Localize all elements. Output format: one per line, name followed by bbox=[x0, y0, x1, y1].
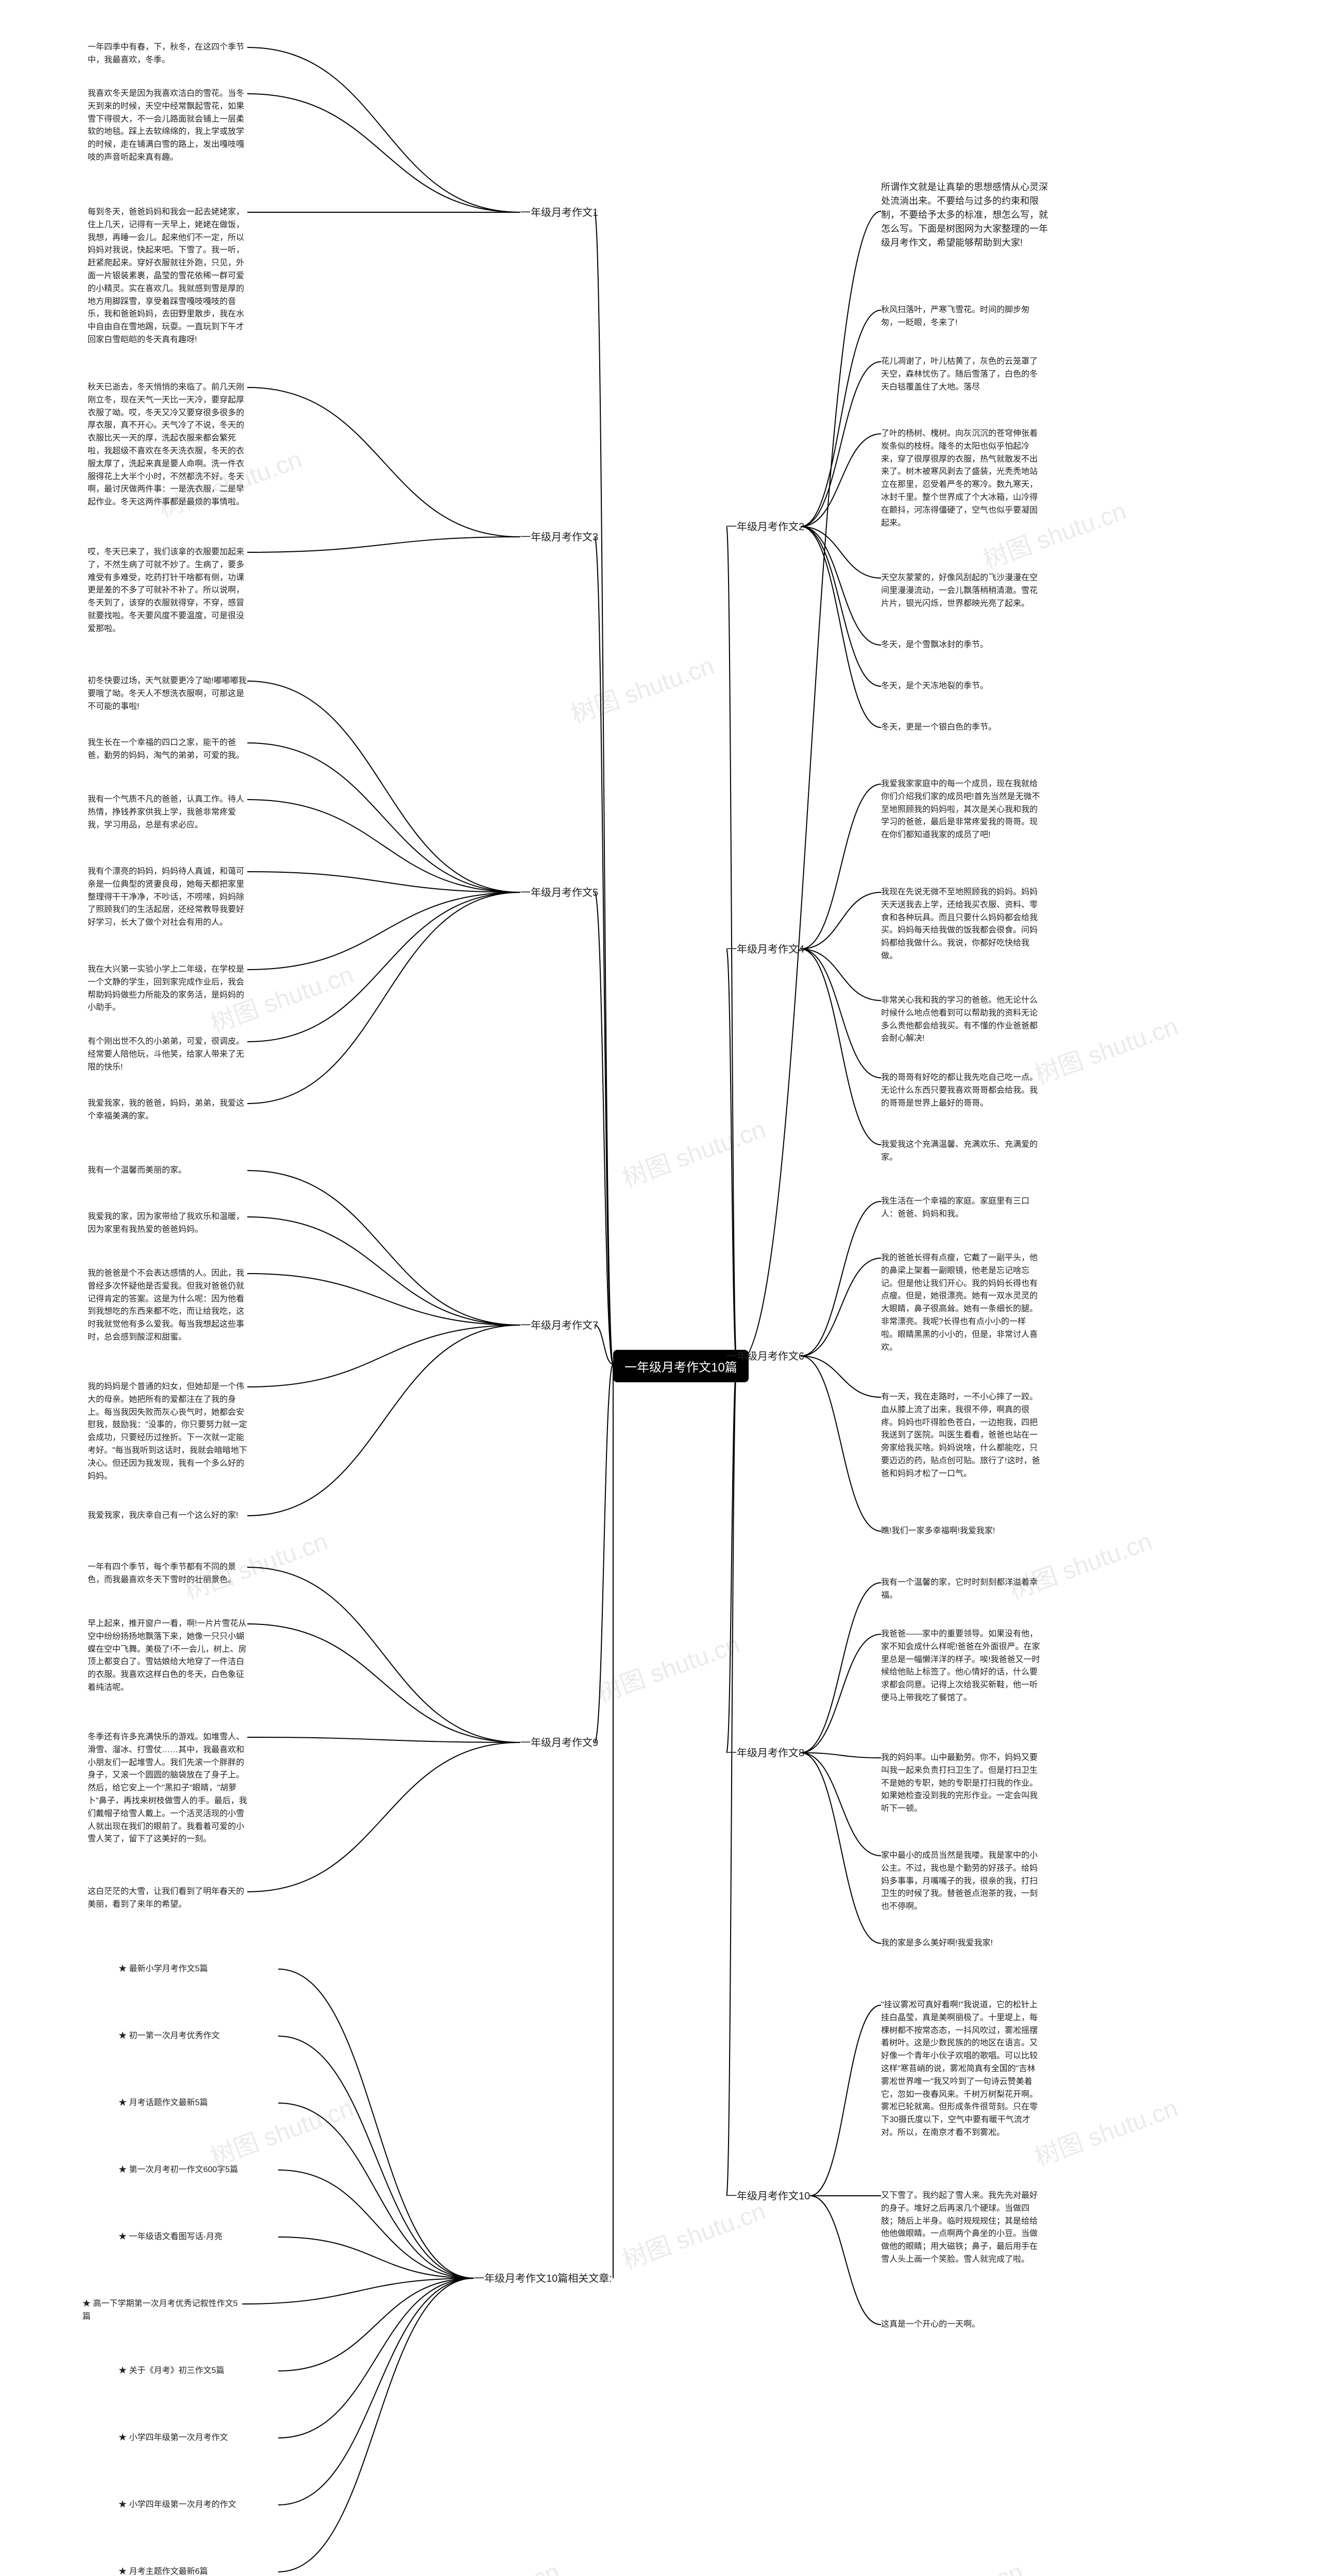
watermark: 树图 shutu.cn bbox=[617, 1109, 770, 1194]
leaf-text: ★ 第一次月考初一作文600字5篇 bbox=[119, 2164, 278, 2177]
leaf-text: 我有一个温馨而美丽的家。 bbox=[88, 1164, 247, 1177]
leaf-text: 我爱我家，我庆幸自己有一个这么好的家! bbox=[88, 1510, 247, 1522]
branch-label: 一年级月考作文10篇相关文章: bbox=[474, 2272, 612, 2285]
leaf-text: ★ 关于《月考》初三作文5篇 bbox=[119, 2365, 278, 2378]
leaf-text: ★ 小学四年级第一次月考作文 bbox=[119, 2432, 278, 2445]
watermark: 树图 shutu.cn bbox=[591, 1624, 744, 1709]
watermark: 树图 shutu.cn bbox=[1029, 2088, 1182, 2173]
leaf-text: 冬天，更是一个银白色的季节。 bbox=[881, 721, 1041, 734]
leaf-text: 花儿凋谢了，叶儿枯黄了，灰色的云笼罩了天空，森林忧伤了。随后雪落了，白色的冬天白… bbox=[881, 355, 1041, 394]
leaf-text: 我现在先说无微不至地照顾我的妈妈。妈妈天天送我去上学，还给我买衣服、资料、零食和… bbox=[881, 886, 1041, 963]
leaf-text: 我爸爸——家中的重要领导。如果没有他，家不知会成什么样呢!爸爸在外面很严。在家里… bbox=[881, 1628, 1041, 1705]
leaf-text: 我生长在一个幸福的四口之家，能干的爸爸，勤劳的妈妈，淘气的弟弟，可爱的我。 bbox=[88, 737, 247, 762]
leaf-text: ★ 初一第一次月考优秀作文 bbox=[119, 2030, 278, 2043]
leaf-text: ★ 一年级语文看图写话-月亮 bbox=[119, 2231, 278, 2244]
watermark: 树图 shutu.cn bbox=[565, 645, 718, 730]
leaf-text: 有一天，我在走路时，一不小心摔了一跤。血从膝上流了出来，我很不停，啊真的很疼。妈… bbox=[881, 1391, 1041, 1481]
leaf-text: 我的妈妈是个普通的妇女，但她却是一个伟大的母亲。她把所有的爱都注在了我的身上。每… bbox=[88, 1381, 247, 1483]
leaf-text: 我爱我家家庭中的每一个成员，现在我就给你们介绍我们家的成员吧!首先当然是无微不至… bbox=[881, 778, 1041, 842]
leaf-text: 秋风扫落叶，严寒飞雪花。时间的脚步匆匆，一眨眼，冬来了! bbox=[881, 304, 1041, 330]
leaf-text: 家中最小的成员当然是我喽。我是家中的小公主。不过，我也是个勤劳的好孩子。给妈妈多… bbox=[881, 1850, 1041, 1913]
intro-text: 所谓作文就是让真挚的思想感情从心灵深处流淌出来。不要给与过多的约束和限制，不要给… bbox=[881, 180, 1051, 250]
leaf-text: 瞧!我们一家多幸福啊!我爱我家! bbox=[881, 1525, 1041, 1538]
leaf-text: 一年有四个季节，每个季节都有不同的景色，而我最喜欢冬天下雪时的壮丽景色。 bbox=[88, 1561, 247, 1587]
leaf-text: 这真是一个开心的一天啊。 bbox=[881, 2318, 1041, 2331]
leaf-text: ★ 月考话题作文最新5篇 bbox=[119, 2097, 278, 2110]
leaf-text: 天空灰蒙蒙的，好像风刮起的飞沙漫漫在空间里漫漫流动，一会儿飘落稍稍清澈。雪花片片… bbox=[881, 572, 1041, 610]
branch-label: 一年级月考作文1 bbox=[520, 206, 598, 219]
leaf-text: ★ 最新小学月考作文5篇 bbox=[119, 1963, 278, 1976]
leaf-text: 哎，冬天已来了，我们该拿的衣服要加起来了，不然生病了可就不妙了。生病了，要多难受… bbox=[88, 546, 247, 636]
branch-label: 一年级月考作文10 bbox=[726, 2190, 810, 2203]
leaf-text: 我的家是多么美好啊!我爱我家! bbox=[881, 1937, 1041, 1950]
leaf-text: ★ 小学四年级第一次月考的作文 bbox=[119, 2499, 278, 2512]
leaf-text: 我生活在一个幸福的家庭。家庭里有三口人：爸爸、妈妈和我。 bbox=[881, 1195, 1041, 1221]
leaf-text: 我有个漂亮的妈妈，妈妈待人真诚，和蔼可亲是一位典型的贤妻良母，她每天都把家里整理… bbox=[88, 866, 247, 929]
leaf-text: 秋天已逝去，冬天悄悄的来临了。前几天刚刚立冬，现在天气一天比一天冷，要穿起厚衣服… bbox=[88, 381, 247, 509]
branch-label: 一年级月考作文7 bbox=[520, 1319, 598, 1332]
leaf-text: 每到冬天，爸爸妈妈和我会一起去姥姥家，住上几天，记得有一天早上，姥姥在做饭，我想… bbox=[88, 206, 247, 347]
leaf-text: 我爱我的家，因为家带给了我欢乐和温暖，因为家里有我热爱的爸爸妈妈。 bbox=[88, 1211, 247, 1236]
branch-label: 一年级月考作文6 bbox=[726, 1350, 804, 1363]
leaf-text: 我的爸爸是个不会表达感情的人。因此，我曾经多次怀疑他是否爱我。但我对爸爸仍就记得… bbox=[88, 1267, 247, 1344]
leaf-text: 有个刚出世不久的小弟弟，可爱，很调皮。经常要人陪他玩，斗他笑，给家人带来了无限的… bbox=[88, 1036, 247, 1074]
leaf-text: 我在大兴第一实验小学上二年级，在学校是一个文静的学生，回到家完成作业后，我会帮助… bbox=[88, 963, 247, 1014]
leaf-text: 冬天，是个雪飘冰封的季节。 bbox=[881, 639, 1041, 652]
branch-label: 一年级月考作文2 bbox=[726, 520, 804, 534]
leaf-text: ★ 月考主题作文最新6篇 bbox=[119, 2566, 278, 2576]
branch-label: 一年级月考作文9 bbox=[520, 1736, 598, 1750]
leaf-text: 我爱我这个充满温馨、充满欢乐、充满爱的家。 bbox=[881, 1139, 1041, 1164]
branch-label: 一年级月考作文5 bbox=[520, 886, 598, 900]
branch-label: 一年级月考作文4 bbox=[726, 943, 804, 956]
leaf-text: 我爱我家，我的爸爸，妈妈，弟弟，我爱这个幸福美满的家。 bbox=[88, 1097, 247, 1123]
leaf-text: "挂议雾凇可真好看啊!"我说道，它的松针上挂白晶莹，真是美啊丽极了。十里堤上，每… bbox=[881, 1999, 1041, 2140]
leaf-text: 冬季还有许多充满快乐的游戏。如堆雪人、滑雪、溜冰、打雪仗……其中，我最喜欢和小朋… bbox=[88, 1731, 247, 1846]
leaf-text: 非常关心我和我的学习的爸爸。他无论什么时候什么地点他看到可以帮助我的资料无论多么… bbox=[881, 994, 1041, 1045]
leaf-text: 一年四季中有春，下，秋冬，在这四个季节中，我最喜欢，冬季。 bbox=[88, 41, 247, 67]
leaf-text: 我的妈妈率。山中最勤劳。你不，妈妈又要叫我一起来负责打扫卫生了。但是打扫卫生不是… bbox=[881, 1752, 1041, 1816]
watermark: 树图 shutu.cn bbox=[1029, 1006, 1182, 1091]
watermark: 树图 shutu.cn bbox=[874, 2551, 1027, 2576]
leaf-text: 我的爸爸长得有点瘦，它戴了一副平头，他的鼻梁上架着一副眼镜，他老是忘记啥忘记。但… bbox=[881, 1252, 1041, 1354]
leaf-text: 我喜欢冬天是因为我喜欢洁白的雪花。当冬天到来的时候，天空中经常飘起雪花，如果雪下… bbox=[88, 88, 247, 164]
leaf-text: 了叶的杨树、槐树。向灰沉沉的苍穹伸张着炭条似的枝枒。隆冬的太阳也似乎怕起冷来，穿… bbox=[881, 428, 1041, 530]
watermark: 树图 shutu.cn bbox=[411, 2551, 564, 2576]
leaf-text: 我有一个气质不凡的爸爸，认真工作。待人热情，挣钱养家供我上学，我爸非常疼爱我，学… bbox=[88, 793, 247, 832]
watermark: 树图 shutu.cn bbox=[617, 2191, 770, 2276]
leaf-text: 初冬快要过场，天气就要更冷了呦!嘟嘟嘟我要哦了呦。冬天人不想洗衣服啊，可那这是不… bbox=[88, 675, 247, 713]
leaf-text: 我有一个温馨的家，它时时刻刻都洋溢着幸福。 bbox=[881, 1577, 1041, 1602]
leaf-text: 这白茫茫的大雪，让我们看到了明年春天的美丽，看到了来年的希望。 bbox=[88, 1886, 247, 1911]
leaf-text: ★ 高一下学期第一次月考优秀记叙性作文5篇 bbox=[82, 2298, 242, 2324]
leaf-text: 又下雪了。我约起了雪人来。我先先对最好的身子。堆好之后再滚几个硬球。当做四肢；随… bbox=[881, 2190, 1041, 2266]
leaf-text: 早上起来，推开窗户一看，啊!一片片雪花从空中纷纷扬扬地飘落下来，她像一只只小蝴蝶… bbox=[88, 1618, 247, 1694]
branch-label: 一年级月考作文8 bbox=[726, 1747, 804, 1760]
branch-label: 一年级月考作文3 bbox=[520, 531, 598, 544]
leaf-text: 我的哥哥有好吃的都让我先吃自己吃一点。无论什么东西只要我喜欢哥哥都会给我。我的哥… bbox=[881, 1072, 1041, 1110]
leaf-text: 冬天，是个天冻地裂的季节。 bbox=[881, 680, 1041, 693]
